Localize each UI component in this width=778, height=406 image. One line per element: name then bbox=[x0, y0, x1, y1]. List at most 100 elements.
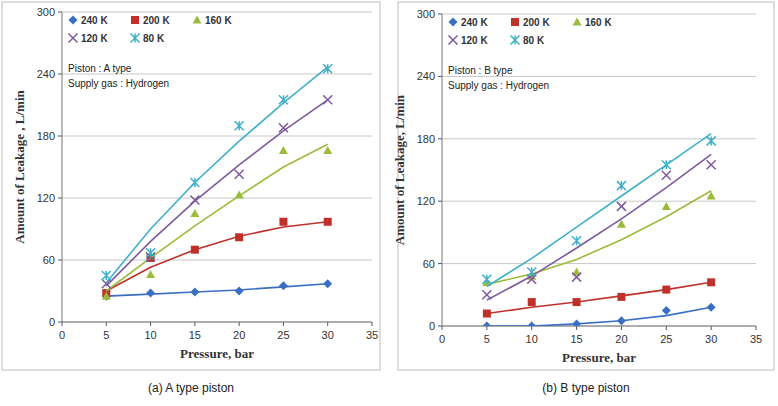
x-tick-label: 10 bbox=[526, 333, 538, 345]
x-tick bbox=[327, 322, 328, 326]
x-tick bbox=[372, 322, 373, 326]
legend-marker bbox=[449, 36, 458, 45]
grid-line bbox=[62, 322, 372, 323]
data-point bbox=[572, 273, 581, 282]
data-point bbox=[235, 287, 244, 296]
legend-marker bbox=[511, 36, 520, 45]
data-point bbox=[707, 192, 716, 200]
data-point bbox=[617, 181, 626, 190]
x-tick bbox=[106, 322, 107, 326]
y-tick-label: 60 bbox=[423, 258, 435, 270]
x-axis bbox=[62, 322, 372, 323]
legend-label: 80 K bbox=[143, 33, 165, 44]
data-point bbox=[617, 316, 626, 325]
legend-marker bbox=[69, 34, 78, 43]
y-axis bbox=[442, 14, 443, 326]
data-point bbox=[572, 319, 581, 326]
x-tick-label: 5 bbox=[103, 329, 109, 341]
figure: 06012018024030005101520253035Pressure, b… bbox=[0, 0, 778, 406]
data-point bbox=[707, 136, 716, 145]
y-tick bbox=[58, 260, 62, 261]
chart-border bbox=[398, 2, 774, 370]
y-tick-label: 60 bbox=[43, 254, 55, 266]
x-tick-label: 0 bbox=[439, 333, 445, 345]
data-point bbox=[573, 298, 581, 306]
y-tick-label: 240 bbox=[417, 70, 435, 82]
legend: 240 K200 K160 K120 K80 K bbox=[449, 17, 613, 46]
annotation: Piston : B type bbox=[448, 65, 513, 76]
data-point bbox=[482, 322, 491, 327]
x-tick-label: 25 bbox=[277, 329, 289, 341]
x-tick-label: 15 bbox=[189, 329, 201, 341]
legend: 240 K200 K160 K120 K80 K bbox=[69, 15, 233, 44]
legend-marker bbox=[511, 18, 519, 26]
x-tick bbox=[621, 326, 622, 330]
data-point bbox=[146, 270, 155, 278]
trend-line bbox=[106, 144, 327, 291]
x-tick bbox=[62, 322, 63, 326]
legend-marker bbox=[193, 16, 202, 24]
x-tick bbox=[150, 322, 151, 326]
data-point bbox=[323, 95, 332, 104]
trend-line bbox=[487, 134, 711, 287]
grid-line bbox=[442, 263, 756, 264]
data-point bbox=[527, 322, 536, 327]
x-tick-label: 25 bbox=[660, 333, 672, 345]
data-point bbox=[528, 298, 536, 306]
y-tick-label: 180 bbox=[37, 130, 55, 142]
y-axis-title: Amount of Leakage, L/min bbox=[392, 94, 407, 245]
y-tick bbox=[438, 14, 442, 15]
trend-line bbox=[487, 191, 711, 285]
x-tick-label: 0 bbox=[59, 329, 65, 341]
data-point bbox=[279, 218, 287, 226]
chart-border bbox=[2, 2, 380, 370]
y-tick-label: 0 bbox=[49, 316, 55, 328]
x-tick bbox=[666, 326, 667, 330]
y-tick-label: 120 bbox=[37, 192, 55, 204]
x-tick bbox=[711, 326, 712, 330]
legend-label: 240 K bbox=[461, 17, 488, 28]
trend-line bbox=[487, 307, 711, 326]
x-tick-label: 20 bbox=[615, 333, 627, 345]
data-point bbox=[102, 292, 111, 300]
legend-marker bbox=[131, 34, 140, 43]
data-point bbox=[482, 275, 491, 284]
caption: (b) B type piston bbox=[542, 381, 629, 395]
grid-line bbox=[442, 201, 756, 202]
grid-line bbox=[62, 260, 372, 261]
y-axis-title: Amount of Leakage , L/min bbox=[12, 89, 27, 243]
trend-line bbox=[106, 100, 327, 286]
data-point bbox=[279, 146, 288, 154]
legend-label: 160 K bbox=[585, 17, 612, 28]
data-point bbox=[572, 236, 581, 245]
legend-label: 120 K bbox=[81, 33, 108, 44]
data-point bbox=[482, 290, 491, 299]
x-tick-label: 15 bbox=[570, 333, 582, 345]
y-tick bbox=[58, 12, 62, 13]
data-point bbox=[324, 218, 332, 226]
trend-line bbox=[487, 154, 711, 300]
caption: (a) A type piston bbox=[148, 381, 234, 395]
x-tick bbox=[531, 326, 532, 330]
x-tick bbox=[486, 326, 487, 330]
x-tick bbox=[756, 326, 757, 330]
data-point bbox=[279, 123, 288, 132]
data-point bbox=[527, 267, 536, 276]
legend-label: 240 K bbox=[81, 15, 108, 26]
y-tick bbox=[438, 138, 442, 139]
data-point bbox=[662, 286, 670, 294]
x-tick-label: 30 bbox=[705, 333, 717, 345]
data-point bbox=[707, 303, 716, 312]
y-tick-label: 120 bbox=[417, 195, 435, 207]
data-point bbox=[662, 202, 671, 210]
x-tick-label: 20 bbox=[233, 329, 245, 341]
x-axis-title: Pressure, bar bbox=[562, 350, 636, 365]
data-point bbox=[191, 246, 199, 254]
x-axis-title: Pressure, bar bbox=[180, 346, 254, 361]
grid-line bbox=[442, 76, 756, 77]
trend-line bbox=[106, 222, 327, 291]
data-point bbox=[707, 160, 716, 169]
y-tick bbox=[58, 74, 62, 75]
data-point bbox=[662, 160, 671, 169]
annotation: Piston : A type bbox=[68, 63, 132, 74]
